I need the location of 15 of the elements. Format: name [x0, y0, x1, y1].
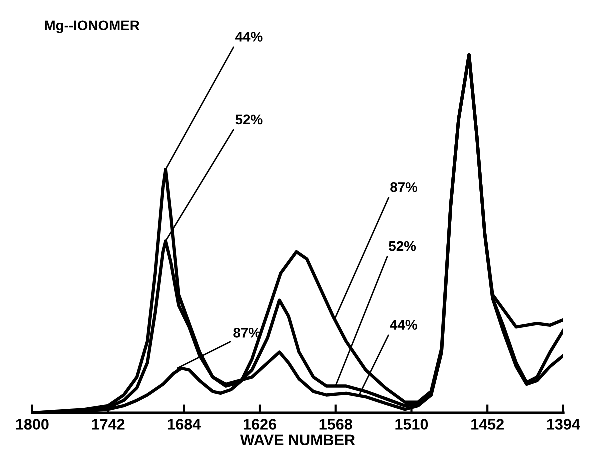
chart-title: Mg--IONOMER: [45, 20, 140, 34]
x-tick-label: 1452: [472, 419, 504, 430]
annotation: 87%: [390, 182, 418, 192]
annotation: 44%: [236, 32, 263, 42]
x-tick-label: 1684: [168, 419, 202, 430]
x-tick-label: 1626: [244, 419, 276, 430]
x-tick-label: 1742: [92, 419, 125, 430]
x-tick-label: 1800: [16, 419, 49, 430]
x-axis-title: WAVE NUMBER: [240, 434, 356, 446]
annotation: 52%: [236, 114, 263, 125]
x-tick-label: 1568: [320, 419, 352, 430]
annotation: 52%: [389, 241, 416, 252]
x-tick-label: 1510: [396, 419, 428, 430]
x-tick-label: 1394: [547, 419, 580, 430]
annotation: 44%: [390, 320, 418, 330]
